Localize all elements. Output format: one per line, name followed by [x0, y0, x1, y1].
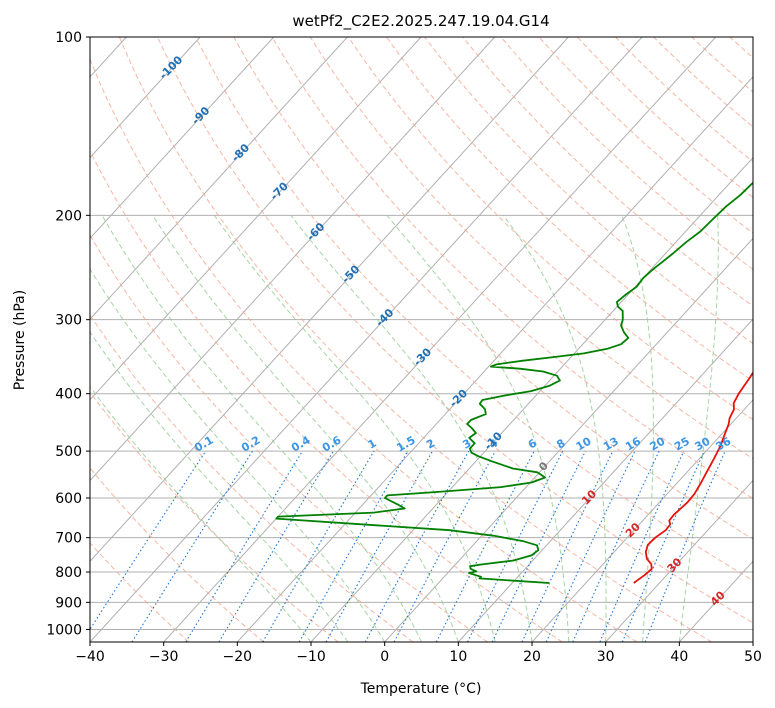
dry-adiabat-line [90, 149, 563, 642]
y-tick-label: 400 [55, 387, 82, 403]
temperature-line [633, 370, 753, 584]
moist-adiabat-line [502, 215, 607, 642]
dry-adiabat-line [233, 37, 753, 540]
isotherm-line [90, 37, 496, 482]
y-tick-label: 1000 [46, 622, 82, 638]
x-tick-label: 20 [523, 649, 541, 665]
x-tick-label: −20 [223, 649, 253, 665]
dry-adiabat-line [90, 58, 638, 642]
isotherm-line [163, 37, 717, 642]
x-tick-label: 30 [597, 649, 615, 665]
dry-adiabat-line [90, 391, 339, 642]
moist-adiabat-line [90, 331, 349, 642]
isotherm-line [531, 399, 753, 642]
dry-adiabat-line [195, 37, 753, 582]
mixing-ratio-line [90, 450, 207, 631]
isotherm-line [90, 37, 569, 563]
mixing-ratio-line [185, 450, 304, 642]
x-tick-label: 50 [744, 649, 762, 665]
moist-adiabat-line [90, 268, 386, 642]
y-tick-label: 100 [55, 30, 82, 46]
chart-title: wetPf2_C2E2.2025.247.19.04.G14 [292, 12, 549, 31]
isotherm-line [384, 237, 753, 642]
y-axis: 100 200 300 400 500 600 700 800 900 1000 [46, 30, 90, 638]
dry-adiabat-line [386, 37, 753, 382]
isotherm-line [90, 37, 348, 320]
x-tick-label: −30 [149, 649, 179, 665]
background-guides [90, 37, 753, 642]
y-tick-label: 800 [55, 565, 82, 581]
isotherm-line [90, 37, 201, 159]
mixing-ratio-line [572, 450, 660, 642]
x-tick-label: 0 [380, 649, 389, 665]
mixing-ratio-line [644, 450, 726, 642]
y-tick-label: 700 [55, 531, 82, 547]
dry-adiabat-line [576, 37, 753, 198]
mixing-ratio-line [467, 450, 564, 642]
x-tick-label: 40 [670, 649, 688, 665]
isotherm-line [90, 37, 643, 642]
moist-adiabat-line [678, 215, 719, 642]
mixing-ratio-line [621, 450, 705, 642]
x-tick-label: −40 [75, 649, 105, 665]
dry-adiabat-line [157, 37, 753, 624]
plot-frame [89, 36, 754, 643]
dry-adiabat-line [90, 314, 414, 642]
mixing-ratio-line [364, 450, 470, 642]
y-tick-label: 200 [55, 208, 82, 224]
moist-adiabat-line [90, 385, 312, 642]
x-axis: −40 −30 −20 −10 0 10 20 30 40 50 [75, 642, 762, 665]
dry-adiabat-line [538, 37, 753, 234]
y-tick-label: 900 [55, 595, 82, 611]
moist-adiabat-line [152, 215, 459, 642]
isotherm-line [90, 37, 422, 401]
mixing-ratio-line [131, 450, 254, 642]
dry-adiabat-line [462, 37, 753, 307]
dry-adiabat-line [118, 37, 712, 642]
dry-adiabat-line [347, 37, 753, 421]
y-tick-label: 500 [55, 444, 82, 460]
x-tick-label: 10 [449, 649, 467, 665]
x-axis-label: Temperature (°C) [360, 681, 482, 697]
moist-adiabat-line [290, 214, 533, 642]
dry-adiabat-line [615, 37, 753, 163]
y-tick-label: 300 [55, 313, 82, 329]
x-tick-label: −10 [296, 649, 326, 665]
moist-adiabat-line [621, 215, 654, 642]
isotherm-line [236, 76, 753, 642]
y-axis-label: Pressure (hPa) [12, 290, 28, 390]
dewpoint-line [275, 181, 753, 584]
isotherm-line [605, 479, 753, 642]
isotherm-line [90, 37, 275, 240]
dry-adiabat-line [90, 467, 264, 642]
moist-adiabat-line [101, 215, 422, 642]
isotherm-line [457, 318, 753, 642]
sounding-traces [275, 181, 753, 584]
y-tick-label: 600 [55, 491, 82, 507]
mixing-ratio-line [393, 450, 496, 642]
mixing-ratio-line [599, 450, 685, 642]
moist-adiabat-line [213, 215, 496, 642]
